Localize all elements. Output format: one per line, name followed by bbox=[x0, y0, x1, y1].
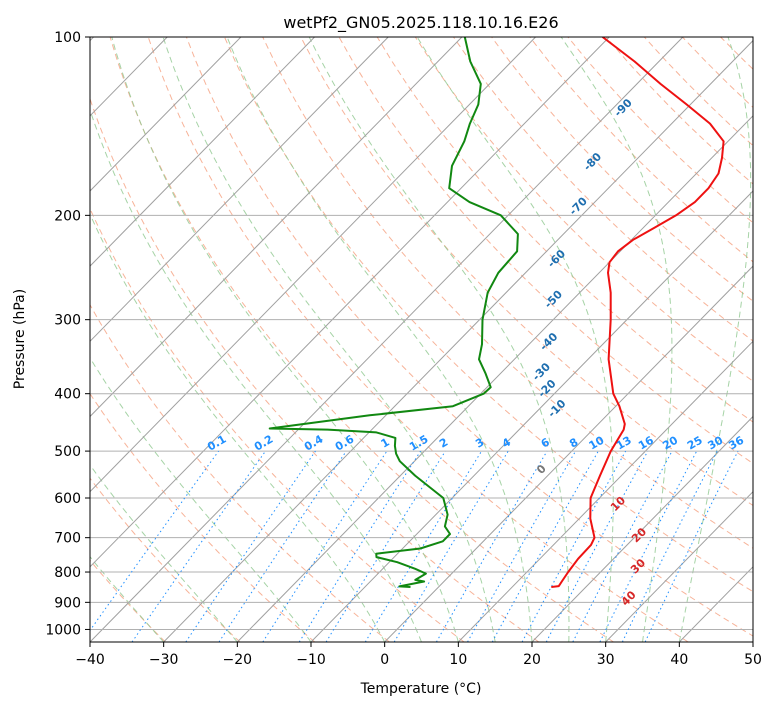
moist-adiabat-line bbox=[416, 37, 614, 642]
y-axis-label: Pressure (hPa) bbox=[12, 289, 28, 389]
mixing-ratio-line bbox=[364, 450, 483, 642]
mixing-ratio-line bbox=[185, 450, 316, 642]
y-tick-label: 700 bbox=[54, 531, 81, 547]
isotherm-line bbox=[90, 37, 463, 418]
y-tick-label: 300 bbox=[54, 313, 81, 329]
mixing-ratio-line bbox=[545, 450, 649, 642]
dry-adiabat-line bbox=[90, 97, 540, 642]
moist-adiabat-line bbox=[111, 37, 459, 642]
x-tick-label: 0 bbox=[380, 652, 389, 668]
x-tick-label: −30 bbox=[149, 652, 179, 668]
plot-frame bbox=[89, 36, 754, 643]
dry-adiabat-line bbox=[262, 37, 753, 549]
dry-adiabat-line bbox=[109, 37, 614, 642]
moist-adiabat-line bbox=[90, 108, 422, 642]
dry-adiabat-line bbox=[491, 37, 753, 302]
dewpoint-profile-line bbox=[268, 37, 519, 588]
temperature-profile-line bbox=[551, 37, 725, 588]
isotherm-line bbox=[90, 37, 684, 642]
isotherm-line bbox=[310, 190, 753, 642]
isotherm-line bbox=[90, 37, 536, 493]
y-tick-label: 600 bbox=[54, 491, 81, 507]
dry-adiabat-line bbox=[90, 477, 241, 642]
mixing-ratio-line bbox=[521, 450, 627, 642]
mixing-ratio-line bbox=[131, 450, 266, 642]
dry-adiabat-line bbox=[147, 37, 689, 642]
moist-adiabat-line bbox=[162, 37, 496, 642]
chart-title: wetPf2_GN05.2025.118.10.16.E26 bbox=[283, 13, 558, 33]
y-tick-label: 800 bbox=[54, 565, 81, 581]
moist-adiabat-line bbox=[90, 464, 238, 642]
y-tick-label: 100 bbox=[54, 30, 81, 46]
y-tick-label: 200 bbox=[54, 208, 81, 224]
isotherm-line bbox=[384, 265, 753, 642]
moist-adiabat-line bbox=[308, 37, 570, 642]
mixing-ratio-line bbox=[218, 450, 347, 642]
moist-adiabat-line bbox=[678, 37, 752, 642]
isotherm-line bbox=[531, 415, 753, 642]
mixing-ratio-line bbox=[325, 450, 446, 642]
isotherm-line bbox=[605, 490, 753, 642]
x-tick-label: −40 bbox=[75, 652, 105, 668]
mixing-ratio-line bbox=[90, 450, 220, 632]
moist-adiabat-line bbox=[90, 212, 386, 642]
mixing-ratio-line bbox=[298, 450, 422, 642]
y-tick-label: 500 bbox=[54, 444, 81, 460]
x-tick-label: 20 bbox=[523, 652, 541, 668]
x-tick-label: −10 bbox=[296, 652, 326, 668]
x-tick-label: 30 bbox=[597, 652, 615, 668]
isotherm-line bbox=[90, 37, 242, 192]
plot-area: 0.10.20.40.611.52346810131620253036-100-… bbox=[90, 37, 753, 642]
dry-adiabat-line bbox=[90, 303, 390, 642]
isotherm-line bbox=[90, 37, 389, 343]
x-axis-label: Temperature (°C) bbox=[360, 681, 482, 697]
mixing-ratio-line bbox=[644, 450, 739, 642]
dry-adiabat-line bbox=[224, 37, 753, 593]
x-tick-label: 50 bbox=[744, 652, 762, 668]
x-tick-label: 10 bbox=[449, 652, 467, 668]
moist-adiabat-line bbox=[560, 37, 673, 642]
x-tick-label: 40 bbox=[670, 652, 688, 668]
dry-adiabat-line bbox=[90, 392, 316, 642]
axis-ticks: −40 −30 −20 −10 0 10 20 30 40 50 100 200 300 400 500 60… bbox=[45, 30, 762, 668]
isotherm-line bbox=[236, 115, 753, 642]
mixing-ratio-line bbox=[621, 450, 718, 642]
mixing-ratio-line bbox=[435, 450, 548, 642]
isotherm-line bbox=[163, 39, 753, 642]
moist-adiabat-line bbox=[226, 37, 533, 642]
y-tick-label: 900 bbox=[54, 595, 81, 611]
x-tick-label: −20 bbox=[223, 652, 253, 668]
isotherm-line bbox=[90, 37, 315, 267]
isotherm-line bbox=[457, 340, 753, 642]
y-tick-label: 1000 bbox=[45, 622, 81, 638]
y-tick-label: 400 bbox=[54, 387, 81, 403]
mixing-ratio-line bbox=[393, 450, 509, 642]
mixing-ratio-line bbox=[262, 450, 388, 642]
dry-adiabat-line bbox=[300, 37, 753, 507]
isotherm-line bbox=[90, 37, 610, 568]
